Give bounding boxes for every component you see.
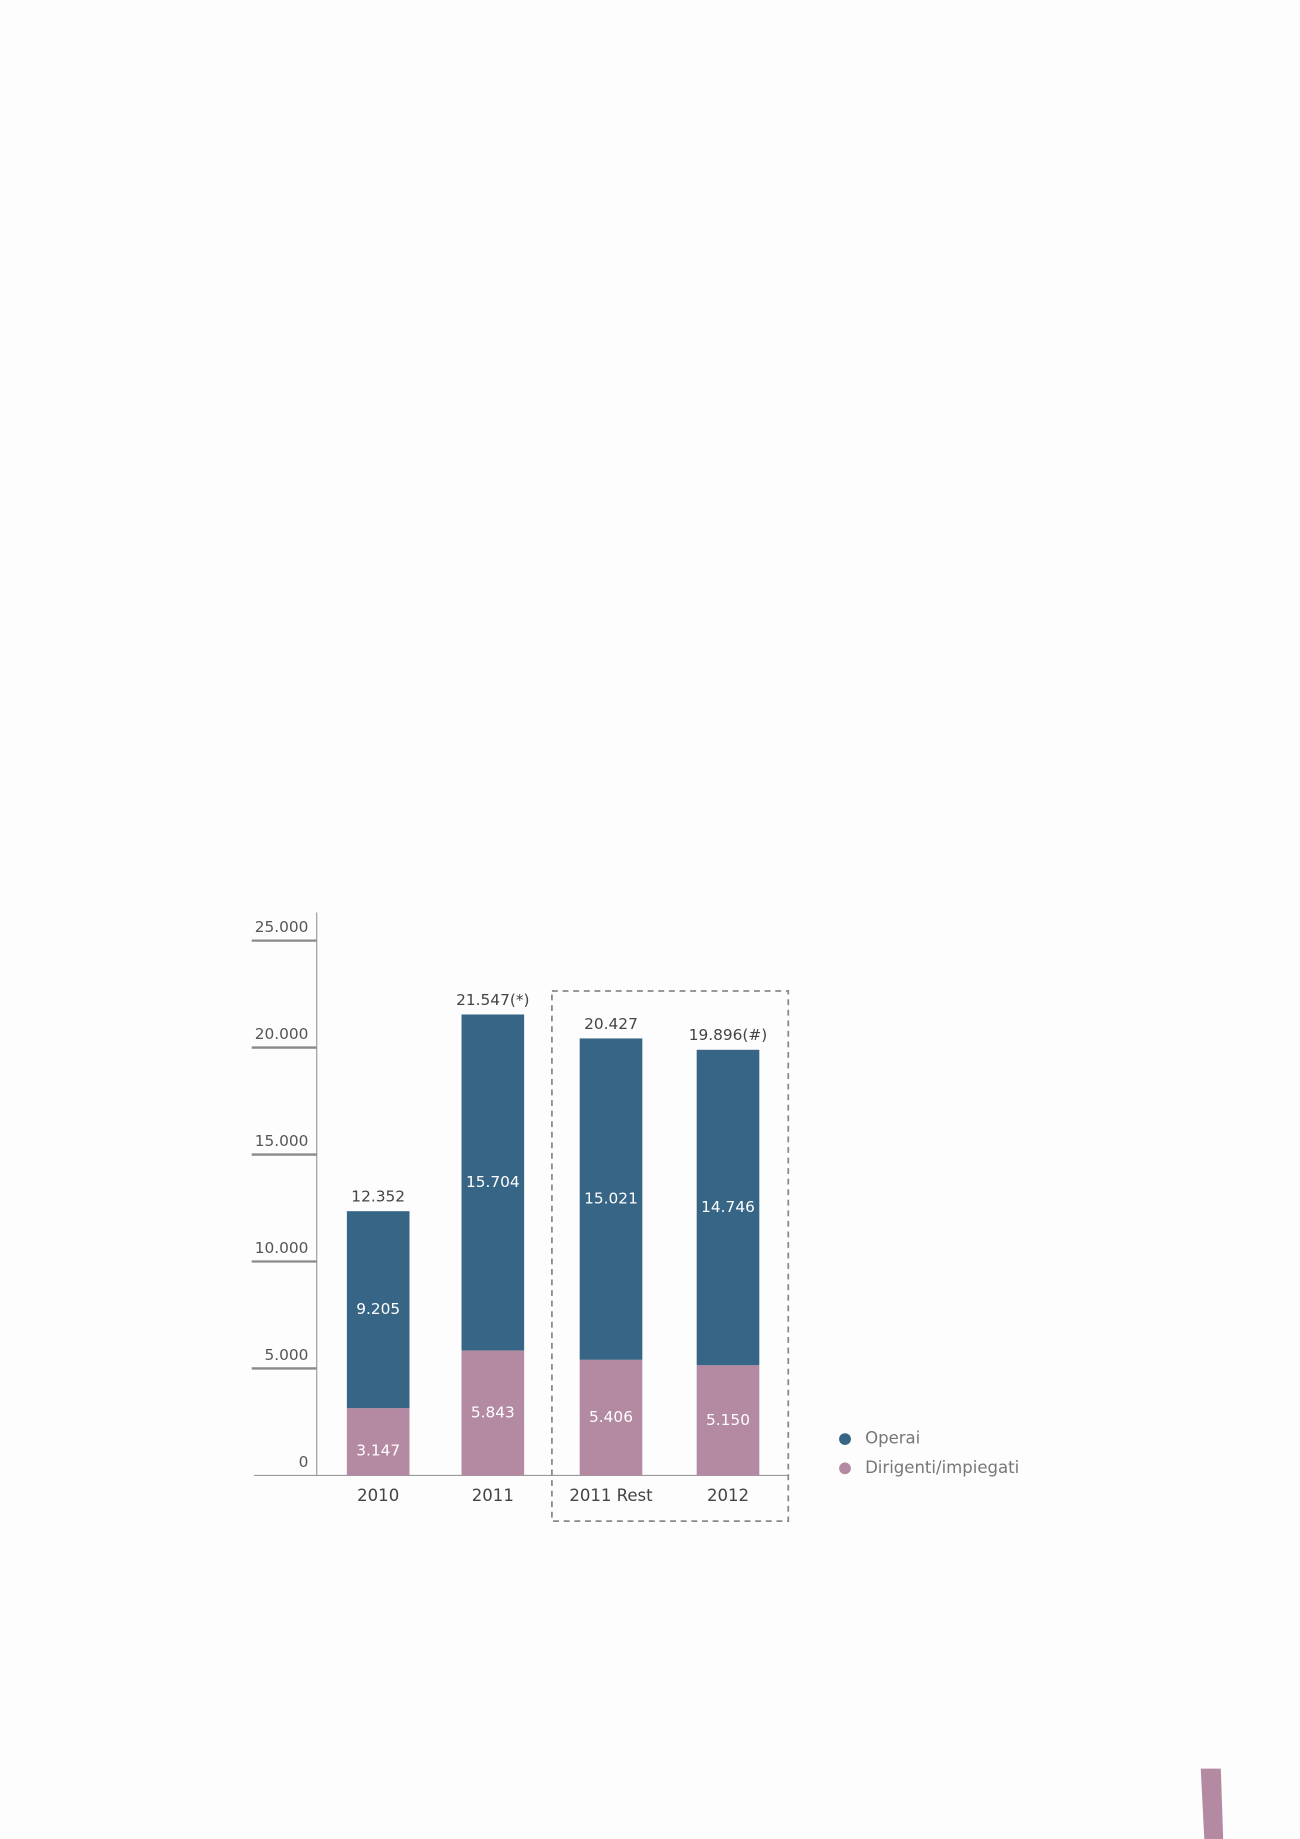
legend-marker	[839, 1433, 851, 1445]
y-tick-label: 0	[299, 1453, 309, 1471]
value-label: 5.843	[471, 1403, 515, 1421]
bar-segment	[346, 1408, 410, 1476]
total-label: 20.427	[584, 1015, 638, 1033]
value-label: 9.205	[356, 1300, 400, 1318]
restated-frame	[551, 990, 790, 1523]
x-tick-label: 2010	[357, 1486, 399, 1505]
y-tick-label: 25.000	[255, 918, 309, 936]
total-label: 12.352	[351, 1188, 405, 1206]
x-tick-label: 2012	[707, 1486, 749, 1505]
y-tick-label: 10.000	[255, 1239, 309, 1257]
value-label: 15.704	[466, 1173, 520, 1191]
bar-segment	[696, 1365, 760, 1476]
value-label: 15.021	[584, 1190, 638, 1208]
total-label: 21.547(*)	[456, 991, 529, 1009]
y-tick-label: 15.000	[255, 1132, 309, 1150]
legend-marker	[839, 1462, 851, 1475]
value-label: 5.406	[589, 1408, 633, 1426]
value-label: 14.746	[701, 1198, 755, 1216]
x-tick-label: 2011 Rest	[569, 1486, 653, 1505]
total-label: 19.896(#)	[689, 1026, 768, 1044]
bar-segment	[579, 1359, 643, 1476]
bar-segment	[461, 1350, 525, 1476]
legend-label: Dirigenti/impiegati	[865, 1458, 1019, 1477]
y-tick-label: 5.000	[264, 1346, 308, 1364]
page-decoration	[1200, 1768, 1224, 1839]
y-tick-label: 20.000	[255, 1025, 309, 1043]
value-label: 5.150	[706, 1411, 750, 1429]
bar-segment	[461, 1014, 525, 1351]
bar-segment	[346, 1211, 410, 1409]
legend-label: Operai	[865, 1429, 920, 1448]
bar-segment	[696, 1049, 760, 1366]
value-label: 3.147	[356, 1442, 400, 1460]
x-tick-label: 2011	[472, 1486, 514, 1505]
bar-segment	[579, 1038, 643, 1360]
